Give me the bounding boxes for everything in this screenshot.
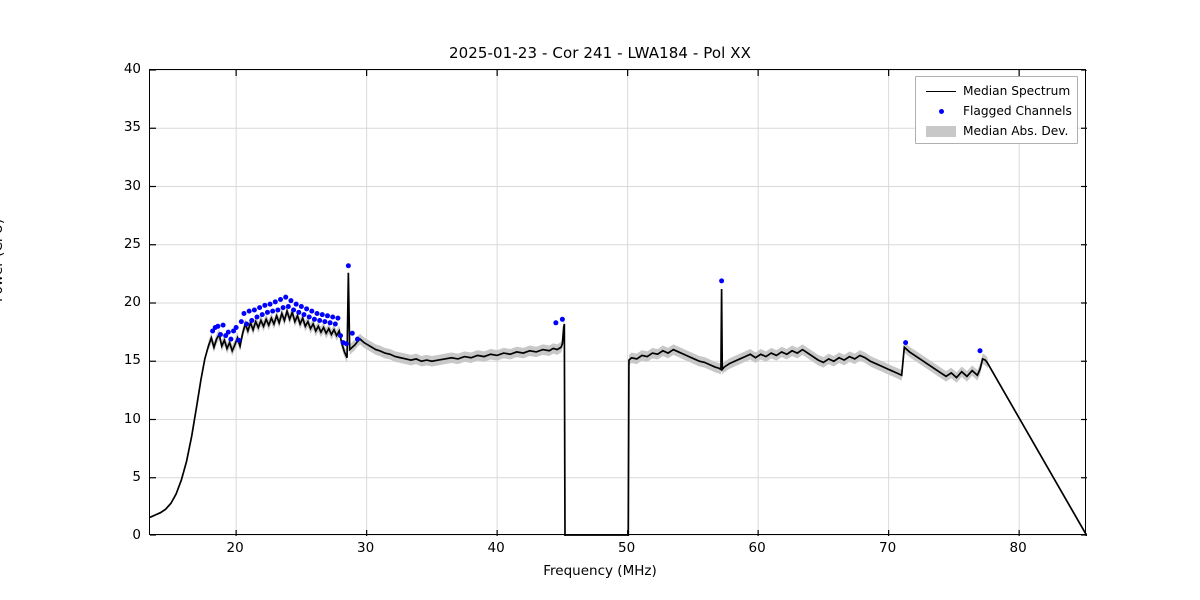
flagged-channel-marker — [283, 294, 289, 300]
y-axis-label: Power (CPU) — [0, 218, 6, 302]
flagged-channel-marker — [233, 324, 239, 330]
flagged-channel-marker — [311, 316, 317, 322]
flagged-channel-marker — [241, 310, 247, 316]
legend-label: Flagged Channels — [963, 104, 1072, 118]
flagged-channel-marker — [244, 321, 250, 327]
flagged-channel-marker — [231, 328, 237, 334]
flagged-channel-marker — [719, 278, 725, 284]
flagged-channel-marker — [903, 340, 909, 346]
x-tick-label: 20 — [226, 540, 244, 556]
flagged-channel-marker — [332, 321, 338, 327]
flagged-channel-marker — [280, 305, 286, 311]
flagged-channel-marker — [217, 331, 223, 337]
x-tick-label: 60 — [748, 540, 766, 556]
page-title: 2025-01-23 - Cor 241 - LWA184 - Pol XX — [448, 44, 752, 62]
flagged-channel-marker — [275, 307, 281, 313]
flagged-channel-marker — [272, 299, 278, 305]
flagged-channel-marker — [288, 298, 294, 304]
y-tick-label: 0 — [132, 527, 141, 543]
flagged-channel-marker — [236, 337, 242, 343]
band-swatch-icon — [922, 125, 960, 137]
y-tick-label: 25 — [123, 235, 141, 252]
legend-label: Median Abs. Dev. — [963, 124, 1069, 138]
y-tick-label: 30 — [123, 177, 141, 194]
flagged-channel-marker — [330, 314, 336, 320]
flagged-channel-marker — [249, 317, 255, 323]
flagged-channel-marker — [257, 305, 263, 311]
flagged-channel-marker — [322, 319, 328, 325]
y-tick-label: 5 — [132, 468, 141, 485]
median-spectrum-line — [150, 272, 1087, 536]
y-tick-label: 20 — [123, 294, 141, 310]
flagged-channel-marker — [559, 316, 565, 322]
flagged-channel-marker — [317, 317, 323, 323]
flagged-channel-marker — [335, 315, 341, 321]
flagged-channel-marker — [304, 306, 310, 312]
flagged-channel-marker — [306, 314, 312, 320]
flagged-channel-marker — [291, 307, 297, 313]
flagged-channel-marker — [324, 313, 330, 319]
flagged-channel-marker — [309, 308, 315, 314]
flagged-channel-marker — [349, 330, 355, 336]
x-tick-label: 40 — [487, 540, 505, 556]
flagged-channel-marker — [246, 308, 252, 314]
flagged-channel-marker — [293, 301, 299, 307]
flagged-channel-marker — [264, 309, 270, 315]
flagged-channel-marker — [327, 320, 333, 326]
flagged-channel-marker — [210, 328, 216, 334]
flagged-channel-marker — [338, 333, 344, 339]
flagged-channel-marker — [553, 320, 559, 326]
flagged-channel-marker — [285, 304, 291, 309]
x-axis-label: Frequency (MHz) — [543, 563, 657, 579]
y-tick-label: 35 — [123, 119, 141, 136]
legend-label: Median Spectrum — [963, 84, 1071, 98]
x-tick-label: 30 — [357, 540, 375, 556]
legend-item-median-abs-dev: Median Abs. Dev. — [922, 121, 1071, 141]
flagged-channel-marker — [298, 304, 304, 309]
flagged-channels-markers — [210, 263, 983, 354]
flagged-channel-marker — [215, 323, 221, 329]
legend: Median Spectrum Flagged Channels Median … — [915, 76, 1078, 144]
flagged-channel-marker — [345, 263, 351, 269]
flagged-channel-marker — [343, 341, 349, 347]
flagged-channel-marker — [314, 310, 320, 316]
flagged-channel-marker — [262, 302, 268, 308]
x-tick-label: 80 — [1009, 540, 1027, 556]
y-tick-label: 10 — [123, 410, 141, 427]
flagged-channel-marker — [223, 333, 229, 339]
flagged-channel-marker — [270, 308, 276, 314]
x-tick-label: 50 — [618, 540, 636, 556]
plot-axes — [149, 69, 1087, 536]
flagged-channel-marker — [259, 312, 265, 318]
flagged-channel-marker — [267, 301, 273, 307]
dot-swatch-icon — [922, 108, 960, 114]
flagged-channel-marker — [220, 322, 226, 328]
flagged-channel-marker — [296, 309, 302, 315]
gridlines — [150, 70, 1087, 536]
flagged-channel-marker — [251, 307, 257, 313]
flagged-channel-marker — [319, 312, 325, 318]
spectrum-plot — [150, 70, 1087, 536]
x-tick-label: 70 — [879, 540, 897, 556]
legend-item-median-spectrum: Median Spectrum — [922, 81, 1071, 101]
flagged-channel-marker — [355, 336, 360, 342]
y-tick-label: 40 — [123, 61, 141, 77]
flagged-channel-marker — [225, 329, 231, 335]
legend-item-flagged-channels: Flagged Channels — [922, 101, 1072, 121]
flagged-channel-marker — [977, 348, 983, 354]
flagged-channel-marker — [278, 297, 283, 302]
flagged-channel-marker — [238, 319, 244, 325]
line-swatch-icon — [922, 90, 960, 92]
y-tick-label: 15 — [123, 352, 141, 369]
flagged-channel-marker — [254, 314, 260, 320]
flagged-channel-marker — [301, 312, 307, 318]
mad-band-segment — [208, 267, 565, 367]
median-abs-dev-band — [208, 267, 988, 383]
flagged-channel-marker — [228, 336, 234, 342]
